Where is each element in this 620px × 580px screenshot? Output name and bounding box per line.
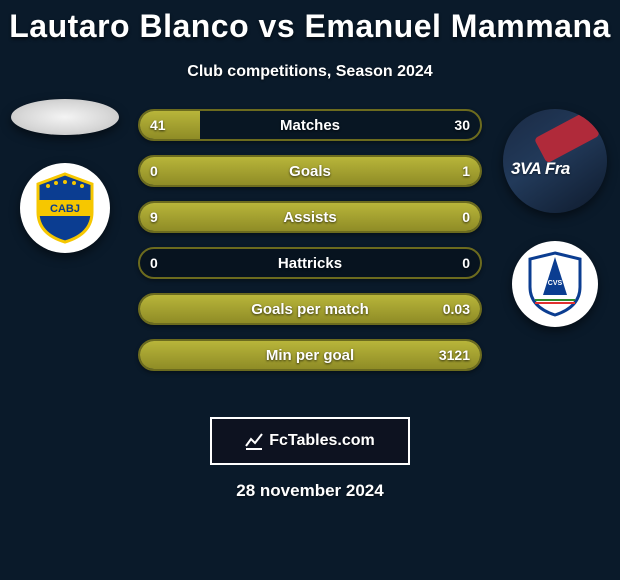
stat-row: Assists90 xyxy=(138,201,482,233)
stat-row: Matches4130 xyxy=(138,109,482,141)
stat-bars: Matches4130 Goals01 Assists90 Hattricks0 0 Go… xyxy=(138,109,482,371)
cabj-shield-icon: CABJ xyxy=(32,172,98,244)
jersey-sponsor-text: 3VA Fra xyxy=(511,159,570,179)
stat-row: Goals per match0.03 xyxy=(138,293,482,325)
jersey-stripe xyxy=(534,111,600,164)
velez-shield-icon: CVS xyxy=(525,251,585,317)
footer-date: 28 november 2024 xyxy=(0,481,620,501)
stat-value-left: 0 xyxy=(150,249,158,277)
left-player-column: CABJ xyxy=(0,99,130,253)
stat-value-right: 30 xyxy=(454,111,470,139)
left-player-avatar xyxy=(11,99,119,135)
right-player-avatar: 3VA Fra xyxy=(503,109,607,213)
stat-fill-right xyxy=(140,341,480,369)
stat-value-right: 0 xyxy=(462,249,470,277)
footer-brand-badge: FcTables.com xyxy=(210,417,410,465)
stat-row: Min per goal3121 xyxy=(138,339,482,371)
stat-row: Goals01 xyxy=(138,155,482,187)
stat-fill-left xyxy=(140,111,200,139)
comparison-content: CABJ 3VA Fra CVS Matches4130Goa xyxy=(0,109,620,399)
svg-text:CVS: CVS xyxy=(548,280,563,287)
footer-brand-text: FcTables.com xyxy=(269,432,375,450)
stat-fill-right xyxy=(140,295,480,323)
page-subtitle: Club competitions, Season 2024 xyxy=(0,63,620,81)
stat-fill-right xyxy=(140,157,480,185)
left-club-badge: CABJ xyxy=(20,163,110,253)
stat-fill-left xyxy=(140,203,480,231)
stat-label: Hattricks xyxy=(140,249,480,277)
stat-row: Hattricks0 0 xyxy=(138,247,482,279)
chart-icon xyxy=(245,432,263,450)
svg-text:CABJ: CABJ xyxy=(50,203,80,215)
page-title: Lautaro Blanco vs Emanuel Mammana xyxy=(0,0,620,45)
right-club-badge: CVS xyxy=(512,241,598,327)
right-player-column: 3VA Fra CVS xyxy=(490,109,620,327)
